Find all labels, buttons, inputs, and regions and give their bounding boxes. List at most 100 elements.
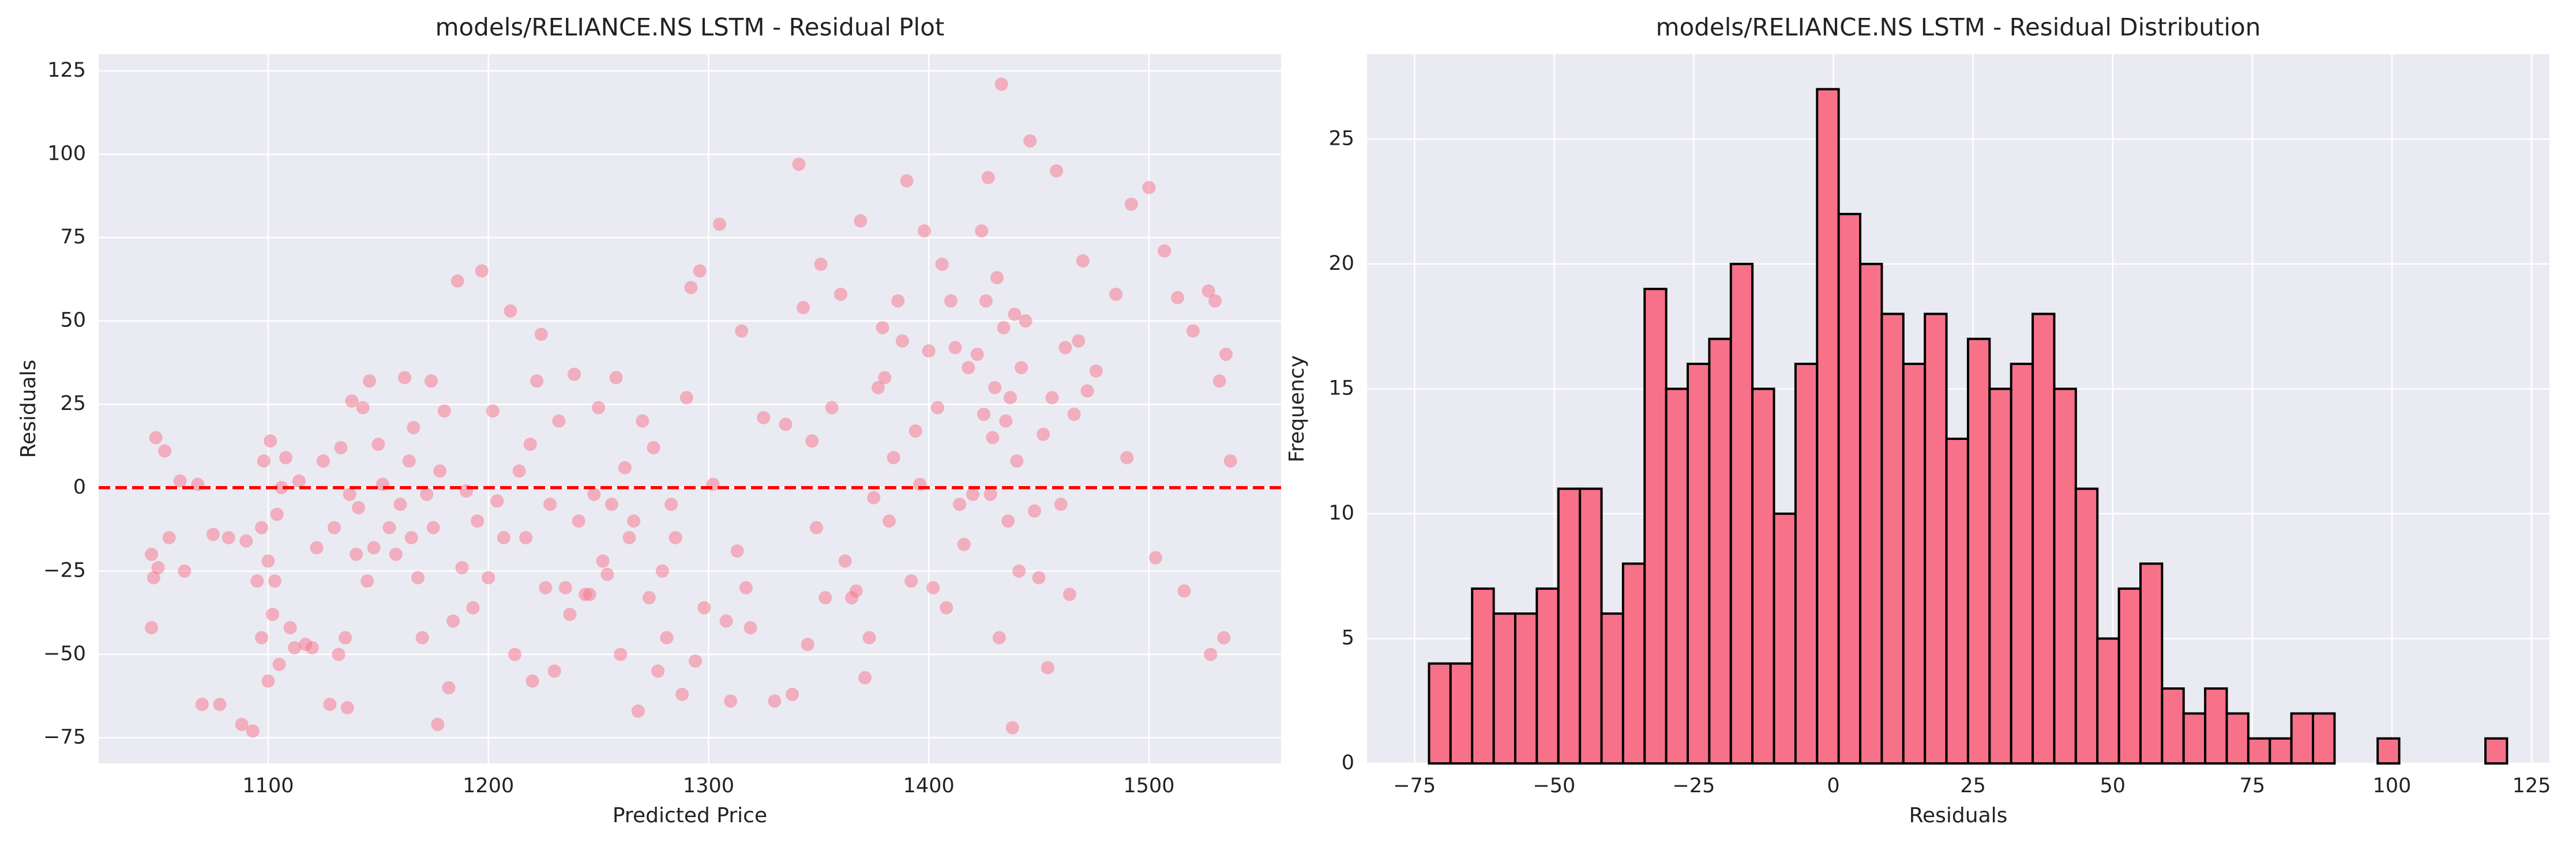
scatter-point [149, 431, 163, 445]
scatter-point [426, 521, 440, 535]
scatter-point [684, 281, 698, 295]
y-tick-label: −75 [43, 725, 86, 748]
scatter-point [343, 487, 356, 501]
scatter-point [642, 591, 656, 605]
scatter-point [158, 444, 172, 458]
scatter-point [1212, 374, 1226, 388]
scatter-point [627, 514, 641, 528]
scatter-point [962, 361, 975, 375]
scatter-point [1158, 244, 1171, 258]
scatter-point [1072, 334, 1086, 348]
scatter-point [966, 487, 980, 501]
scatter-point [543, 498, 557, 511]
x-tick-label: 1300 [683, 774, 734, 797]
scatter-point [173, 474, 187, 488]
scatter-point [871, 381, 885, 394]
scatter-point [254, 631, 268, 645]
scatter-point [239, 534, 253, 548]
scatter-point [1109, 287, 1123, 301]
scatter-point [327, 521, 341, 535]
scatter-point [371, 438, 385, 451]
scatter-point [310, 541, 324, 555]
scatter-point [268, 574, 281, 588]
scatter-point [814, 257, 828, 271]
scatter-point [1120, 451, 1134, 465]
histogram-bar [1729, 262, 1754, 765]
scatter-point [1008, 307, 1022, 321]
histogram-bar [2312, 712, 2336, 765]
scatter-point [420, 487, 434, 501]
scatter-point [334, 441, 348, 454]
scatter-point [926, 581, 940, 594]
scatter-point [977, 408, 991, 422]
x-tick-label: 75 [2240, 774, 2266, 797]
histogram-bar [2161, 687, 2185, 765]
y-tick-label: 25 [1328, 127, 1354, 150]
histogram-bar [1902, 363, 1927, 765]
scatter-point [552, 414, 566, 428]
scatter-point [340, 701, 354, 714]
scatter-point [279, 451, 292, 465]
scatter-point [1217, 631, 1231, 645]
x-tick-label: 0 [1827, 774, 1839, 797]
scatter-point [981, 171, 995, 185]
histogram-bar [2225, 712, 2250, 765]
scatter-point [446, 614, 460, 628]
scatter-point [1223, 454, 1237, 468]
scatter-point [867, 491, 881, 505]
scatter-point [261, 554, 275, 568]
scatter-point [305, 641, 319, 654]
scatter-point [988, 381, 1002, 394]
scatter-point [431, 717, 445, 731]
histogram-bar [2484, 737, 2509, 765]
scatter-point [1058, 341, 1072, 355]
histogram-bar [1859, 262, 1883, 765]
scatter-point [316, 454, 330, 468]
scatter-point [195, 698, 209, 712]
scatter-point [986, 431, 1000, 445]
scatter-point [563, 608, 577, 622]
scatter-point [647, 441, 660, 454]
scatter-point [1027, 504, 1041, 518]
scatter-point [442, 681, 456, 695]
scatter-point [655, 564, 669, 578]
scatter-point [858, 671, 872, 684]
scatter-point [689, 654, 703, 668]
subplot: 0 5 10 15 20 25 −75 −50 −25 0 25 50 75 100 125 models/R… [1285, 13, 2551, 828]
scatter-point [970, 347, 984, 361]
scatter-point [367, 541, 381, 555]
scatter-point [895, 334, 909, 348]
scatter-point [407, 421, 420, 435]
scatter-point [270, 507, 284, 521]
x-tick-label: 100 [2373, 774, 2412, 797]
scatter-point [339, 631, 352, 645]
scatter-point [669, 531, 682, 545]
x-tick-label: 1100 [242, 774, 294, 797]
scatter-point [614, 648, 628, 661]
histogram-bar [1966, 337, 1991, 765]
scatter-point [264, 434, 277, 448]
scatter-point [1201, 284, 1215, 298]
scatter-point [1204, 648, 1218, 661]
scatter-point [979, 294, 993, 308]
scatter-point [519, 531, 533, 545]
scatter-point [825, 401, 839, 415]
scatter-point [1067, 408, 1081, 422]
scatter-point [292, 474, 306, 488]
histogram-bar [1600, 612, 1624, 765]
histogram-bar [2247, 737, 2271, 765]
scatter-point [1041, 661, 1054, 675]
scatter-point [768, 694, 782, 708]
scatter-point [779, 417, 793, 431]
scatter-point [1050, 164, 1064, 178]
scatter-point [350, 547, 363, 561]
y-tick-label: 15 [1328, 377, 1354, 400]
histogram-bar [1708, 337, 1732, 765]
scatter-point [1142, 180, 1156, 194]
x-axis-label: Predicted Price [613, 804, 767, 827]
subplot: −75 −50 −25 0 25 50 75 100 125 1100 1200 1300 1400 15… [17, 13, 1281, 827]
scatter-point [930, 401, 944, 415]
scatter-point [600, 567, 614, 581]
scatter-point [631, 704, 645, 718]
y-tick-label: 20 [1328, 252, 1354, 275]
